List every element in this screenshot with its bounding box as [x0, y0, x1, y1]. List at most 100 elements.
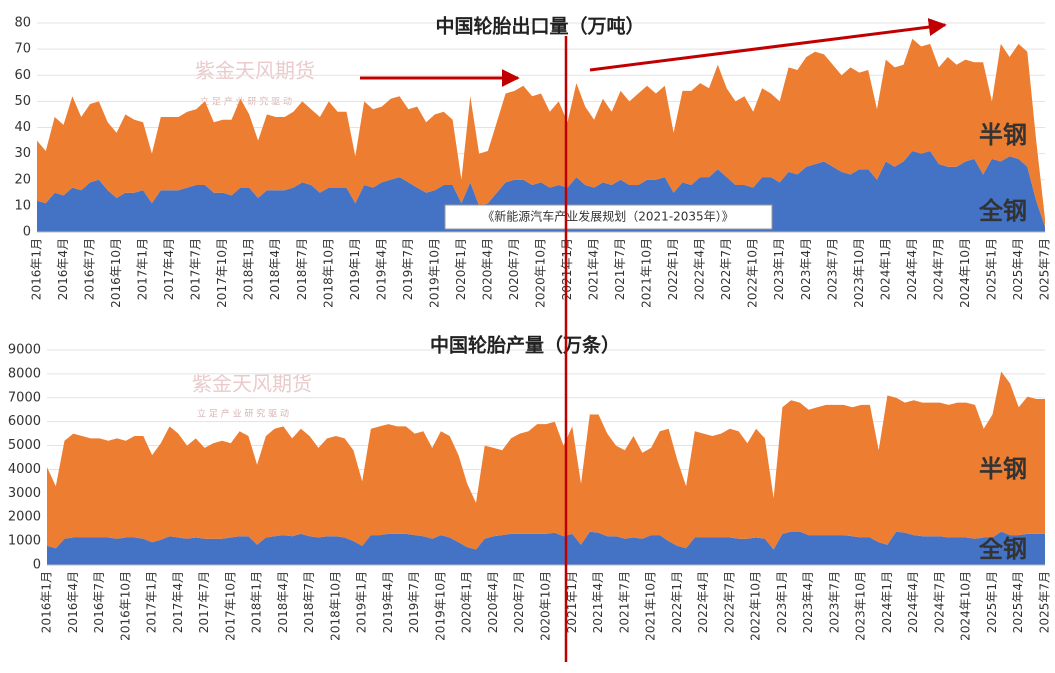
- y-tick-label: 70: [14, 42, 31, 57]
- x-tick-label: 2022年7月: [719, 238, 733, 300]
- x-tick-label: 2022年7月: [722, 571, 736, 633]
- x-tick-label: 2019年4月: [381, 571, 395, 633]
- x-tick-label: 2021年7月: [613, 238, 627, 300]
- x-tick-label: 2023年10月: [854, 571, 868, 641]
- x-tick-label: 2018年10月: [328, 571, 342, 641]
- y-tick-label: 1000: [8, 534, 41, 549]
- y-tick-label: 2000: [8, 510, 41, 525]
- x-tick-label: 2018年7月: [295, 238, 309, 300]
- series-label: 半钢: [979, 455, 1027, 483]
- x-tick-label: 2020年1月: [460, 571, 474, 633]
- chart-title: 中国轮胎出口量（万吨）: [435, 15, 644, 38]
- x-tick-label: 2020年10月: [539, 571, 553, 641]
- x-tick-label: 2019年4月: [374, 238, 388, 300]
- y-tick-label: 10: [14, 198, 31, 213]
- x-tick-label: 2023年4月: [801, 571, 815, 633]
- x-tick-label: 2018年1月: [250, 571, 264, 633]
- x-tick-label: 2024年7月: [932, 571, 946, 633]
- x-tick-label: 2017年1月: [136, 238, 150, 300]
- x-tick-label: 2021年4月: [591, 571, 605, 633]
- x-tick-label: 2016年1月: [30, 238, 44, 300]
- x-tick-label: 2016年4月: [56, 238, 70, 300]
- y-tick-label: 6000: [8, 414, 41, 429]
- x-tick-label: 2018年7月: [302, 571, 316, 633]
- x-tick-label: 2023年1月: [775, 571, 789, 633]
- x-tick-label: 2021年10月: [640, 238, 654, 308]
- area: [47, 531, 1045, 565]
- x-tick-label: 2025年7月: [1038, 238, 1052, 300]
- annotation: 《新能源汽车产业发展规划（2021-2035年）》: [482, 209, 733, 224]
- x-tick-label: 2017年4月: [171, 571, 185, 633]
- x-tick-label: 2019年7月: [401, 238, 415, 300]
- area: [47, 371, 1045, 550]
- x-tick-label: 2018年4月: [268, 238, 282, 300]
- y-tick-label: 50: [14, 94, 31, 109]
- x-tick-label: 2016年7月: [83, 238, 97, 300]
- x-tick-label: 2020年1月: [454, 238, 468, 300]
- y-tick-label: 4000: [8, 462, 41, 477]
- x-tick-label: 2025年4月: [1011, 238, 1025, 300]
- chart-title: 中国轮胎产量（万条）: [430, 334, 620, 357]
- x-tick-label: 2016年10月: [109, 238, 123, 308]
- watermark-slogan: 立 足 产 业 研 究 驱 动: [197, 408, 289, 420]
- x-tick-label: 2021年1月: [565, 571, 579, 633]
- y-tick-label: 80: [14, 16, 31, 31]
- x-tick-label: 2024年4月: [906, 571, 920, 633]
- y-tick-label: 0: [23, 225, 31, 240]
- x-tick-label: 2017年1月: [145, 571, 159, 633]
- x-tick-label: 2020年7月: [512, 571, 526, 633]
- x-tick-label: 2023年7月: [827, 571, 841, 633]
- x-tick-label: 2023年1月: [772, 238, 786, 300]
- x-tick-label: 2024年7月: [931, 238, 945, 300]
- y-tick-label: 3000: [8, 486, 41, 501]
- watermark: 紫金天风期货: [195, 59, 315, 83]
- annotation-box: [444, 204, 773, 230]
- x-tick-label: 2019年10月: [433, 571, 447, 641]
- x-tick-label: 2024年4月: [905, 238, 919, 300]
- x-tick-label: 2020年7月: [507, 238, 521, 300]
- x-tick-label: 2019年1月: [348, 238, 362, 300]
- x-tick-label: 2025年4月: [1011, 571, 1025, 633]
- x-tick-label: 2017年7月: [197, 571, 211, 633]
- x-tick-label: 2016年1月: [40, 571, 54, 633]
- x-tick-label: 2018年4月: [276, 571, 290, 633]
- x-tick-label: 2022年4月: [693, 238, 707, 300]
- series-label: 半钢: [979, 121, 1027, 149]
- y-tick-label: 7000: [8, 390, 41, 405]
- area: [37, 38, 1045, 227]
- x-tick-label: 2023年10月: [852, 238, 866, 308]
- x-tick-label: 2017年10月: [223, 571, 237, 641]
- area: [37, 151, 1045, 232]
- x-tick-label: 2023年7月: [825, 238, 839, 300]
- x-tick-label: 2020年10月: [534, 238, 548, 308]
- x-tick-label: 2019年1月: [355, 571, 369, 633]
- x-tick-label: 2016年4月: [66, 571, 80, 633]
- x-tick-label: 2021年10月: [644, 571, 658, 641]
- x-tick-label: 2025年1月: [985, 571, 999, 633]
- x-tick-label: 2020年4月: [480, 238, 494, 300]
- x-tick-label: 2016年10月: [118, 571, 132, 641]
- x-tick-label: 2022年4月: [696, 571, 710, 633]
- y-tick-label: 20: [14, 172, 31, 187]
- x-tick-label: 2022年1月: [670, 571, 684, 633]
- arrow: [589, 18, 947, 72]
- y-tick-label: 40: [14, 120, 31, 135]
- x-tick-label: 2021年7月: [617, 571, 631, 633]
- x-tick-label: 2021年4月: [587, 238, 601, 300]
- y-tick-label: 8000: [8, 366, 41, 381]
- x-tick-label: 2024年10月: [959, 571, 973, 641]
- x-tick-label: 2025年1月: [984, 238, 998, 300]
- x-tick-label: 2017年10月: [215, 238, 229, 308]
- x-tick-label: 2022年1月: [666, 238, 680, 300]
- x-tick-label: 2024年1月: [880, 571, 894, 633]
- y-tick-label: 9000: [8, 343, 41, 358]
- x-tick-label: 2024年10月: [958, 238, 972, 308]
- x-tick-label: 2017年7月: [189, 238, 203, 300]
- series-label: 全钢: [978, 197, 1027, 225]
- x-tick-label: 2023年4月: [799, 238, 813, 300]
- y-tick-label: 0: [33, 558, 41, 573]
- series-label: 全钢: [978, 535, 1027, 563]
- x-tick-label: 2022年10月: [746, 238, 760, 308]
